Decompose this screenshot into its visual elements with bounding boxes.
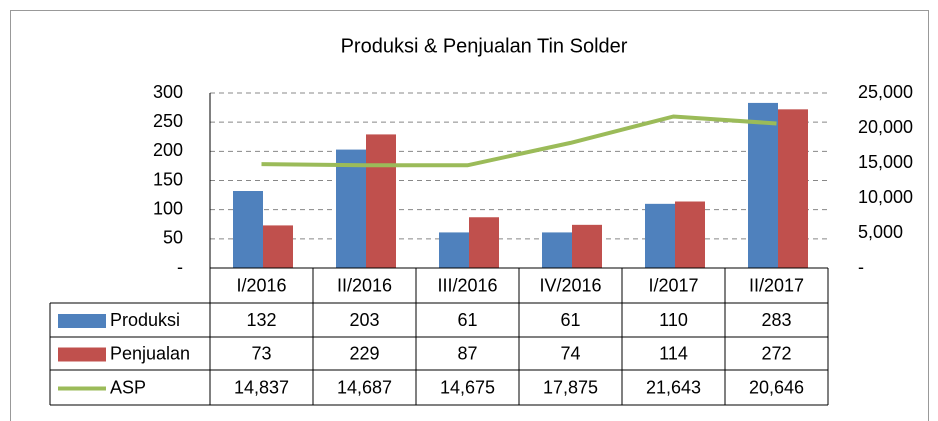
y-tick-label: 300	[153, 82, 183, 102]
table-value: 114	[659, 343, 688, 363]
x-tick-label: IV/2016	[539, 275, 601, 295]
x-tick-label: I/2016	[236, 275, 286, 295]
bar	[748, 102, 778, 269]
legend-label: ASP	[110, 377, 146, 397]
bar	[675, 201, 705, 268]
bar	[263, 225, 293, 268]
table-value: 87	[457, 343, 477, 363]
table-value: 110	[659, 310, 688, 330]
table-value: 203	[349, 310, 379, 330]
table-value: 14,675	[440, 377, 495, 397]
x-tick-label: III/2016	[437, 275, 497, 295]
y-tick-label: 150	[153, 169, 183, 189]
y-tick-label: 250	[153, 111, 183, 131]
table-value: 283	[761, 310, 791, 330]
y-tick-label: -	[177, 257, 183, 277]
legend-key	[58, 347, 106, 362]
table-value: 61	[560, 310, 580, 330]
bar	[572, 224, 602, 268]
x-tick-label: II/2016	[337, 275, 392, 295]
bar	[233, 191, 263, 268]
table-value: 14,837	[234, 377, 289, 397]
y2-tick-label: 20,000	[858, 117, 913, 137]
y-tick-label: 50	[163, 228, 183, 248]
bar	[366, 134, 396, 268]
y-tick-label: 100	[153, 198, 183, 218]
y2-tick-label: 5,000	[858, 222, 903, 242]
y2-tick-label: 15,000	[858, 152, 913, 172]
y2-tick-label: 25,000	[858, 82, 913, 102]
bar	[645, 203, 675, 268]
table-value: 132	[246, 310, 276, 330]
bar	[469, 217, 499, 268]
table-value: 74	[560, 343, 580, 363]
x-tick-label: I/2017	[648, 275, 698, 295]
table-value: 61	[457, 310, 477, 330]
table-value: 73	[251, 343, 271, 363]
table-value: 272	[761, 343, 791, 363]
y2-tick-label: -	[858, 257, 864, 277]
table-value: 14,687	[337, 377, 392, 397]
table-value: 21,643	[646, 377, 701, 397]
y2-tick-label: 10,000	[858, 187, 913, 207]
table-value: 17,875	[543, 377, 598, 397]
chart-title: Produksi & Penjualan Tin Solder	[341, 35, 628, 57]
bar	[542, 232, 572, 268]
legend-label: Produksi	[110, 310, 180, 330]
bar	[336, 149, 366, 268]
bar	[778, 109, 808, 268]
line	[261, 114, 777, 168]
y-tick-label: 200	[153, 140, 183, 160]
legend-label: Penjualan	[110, 343, 190, 363]
legend-key	[58, 314, 106, 328]
table-value: 20,646	[749, 377, 804, 397]
chart-border	[10, 10, 929, 421]
bar	[439, 232, 469, 268]
x-tick-label: II/2017	[749, 275, 804, 295]
table-value: 229	[349, 343, 379, 363]
